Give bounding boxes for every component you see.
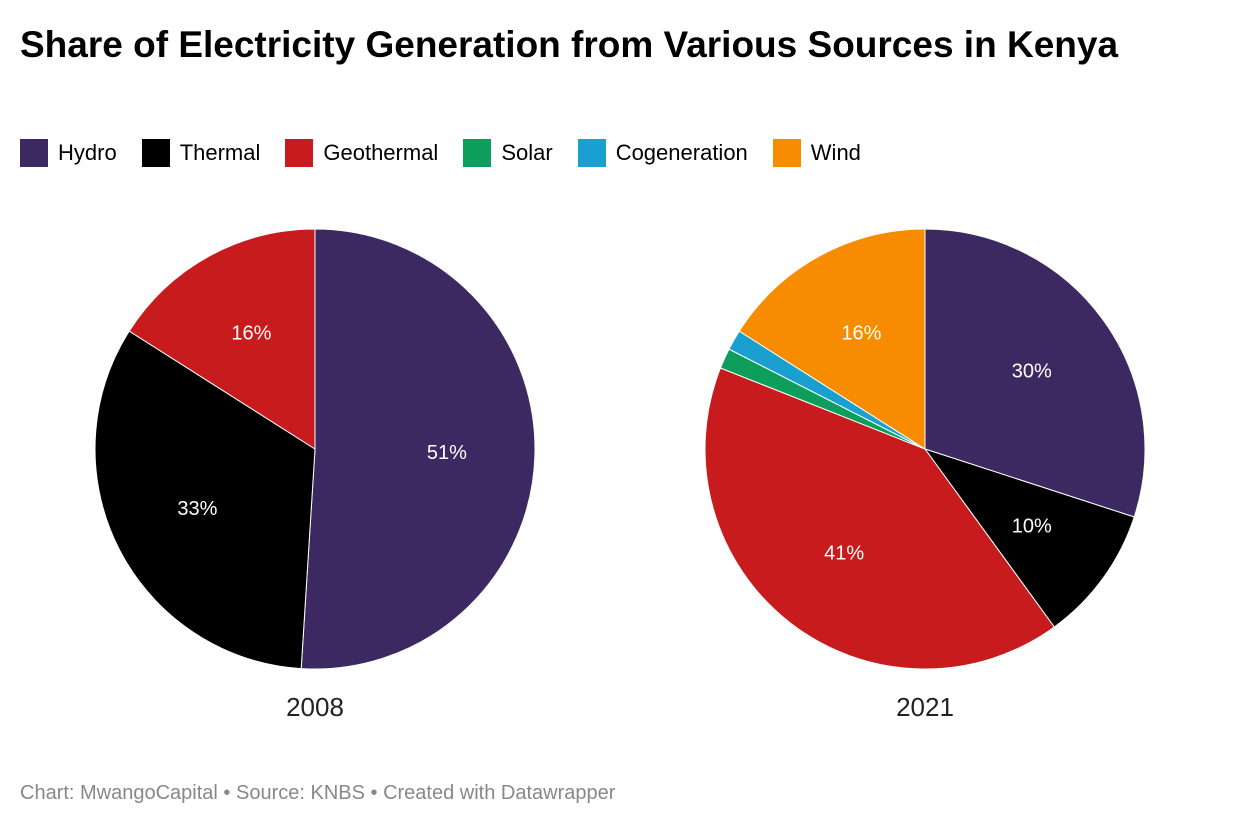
legend-swatch-thermal: [141, 139, 170, 167]
pie-slice-hydro: [300, 228, 536, 670]
legend-swatch-cogeneration: [577, 139, 606, 167]
legend-label-thermal: Thermal: [179, 140, 261, 165]
pie-slice-thermal: [923, 448, 1135, 628]
footer-separator: •: [217, 782, 236, 804]
legend-label-hydro: Hydro: [58, 140, 117, 165]
slice-label-hydro: 30%: [1012, 360, 1052, 382]
legend-item-solar: Solar: [463, 139, 553, 167]
pie-year-label: 2021: [896, 692, 954, 722]
footer-separator: •: [364, 782, 384, 804]
legend-item-geothermal: Geothermal: [285, 139, 438, 167]
slice-label-hydro: 51%: [427, 442, 467, 464]
pie-slice-wind: [738, 228, 926, 450]
legend-swatch-hydro: [20, 139, 48, 167]
pie-slice-hydro: [924, 228, 1146, 518]
slice-label-thermal: 10%: [1012, 516, 1052, 538]
legend: Hydro Thermal Geothermal Solar Cogenerat…: [20, 139, 886, 167]
pie-slice-geothermal: [128, 228, 316, 450]
pie-chart-2021: 30% 10% 41% 16% 2021: [704, 228, 1146, 722]
footer-credits: Chart: MwangoCapital • Source: KNBS • Cr…: [20, 782, 615, 805]
legend-label-cogeneration: Cogeneration: [615, 140, 748, 165]
footer-chart-credit: Chart: MwangoCapital: [20, 782, 218, 804]
legend-item-wind: Wind: [772, 139, 861, 167]
footer-created-with: Created with Datawrapper: [383, 782, 616, 804]
legend-item-cogeneration: Cogeneration: [577, 139, 748, 167]
legend-item-thermal: Thermal: [141, 139, 261, 167]
legend-item-hydro: Hydro: [20, 139, 117, 167]
legend-swatch-solar: [463, 139, 492, 167]
slice-label-thermal: 33%: [177, 498, 217, 520]
legend-label-wind: Wind: [810, 140, 861, 165]
footer-source: Source: KNBS: [236, 782, 365, 804]
pie-chart-2008: 51% 33% 16% 2008: [94, 228, 536, 722]
legend-swatch-geothermal: [285, 139, 314, 167]
pie-slice-thermal: [94, 330, 316, 670]
slice-label-geothermal: 41%: [824, 542, 864, 564]
legend-label-geothermal: Geothermal: [323, 140, 439, 165]
pie-slice-geothermal: [704, 367, 1056, 670]
chart-title: Share of Electricity Generation from Var…: [20, 24, 1119, 65]
pie-charts: 51% 33% 16% 2008 30% 10% 41% 16% 2021: [94, 228, 1146, 722]
legend-swatch-wind: [772, 139, 801, 167]
slice-label-wind: 16%: [841, 322, 881, 344]
slice-label-geothermal: 16%: [231, 322, 271, 344]
legend-label-solar: Solar: [501, 140, 553, 165]
pie-year-label: 2008: [286, 692, 344, 722]
